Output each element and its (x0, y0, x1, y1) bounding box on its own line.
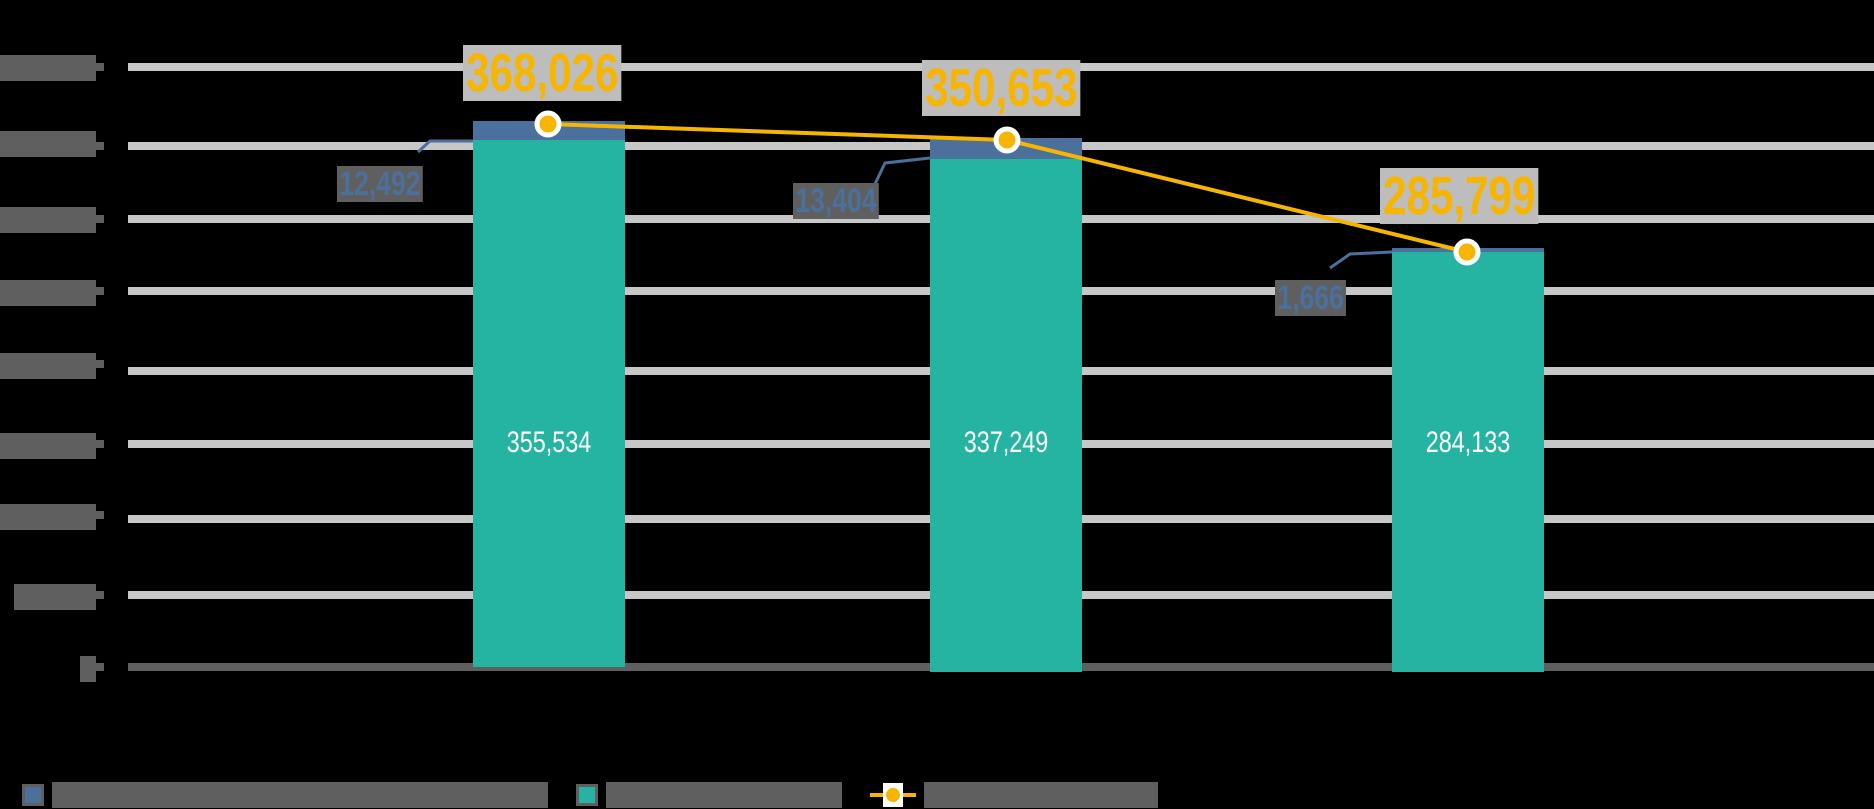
total-value-label: 368,026 (463, 45, 622, 101)
y-tick-label-150000 (0, 433, 96, 459)
legend-label-total-line (924, 782, 1158, 808)
y-tick-label-100000 (0, 504, 96, 530)
bar-segment-main (473, 140, 625, 667)
line-marker (993, 126, 1021, 154)
y-tick-mark (96, 215, 104, 223)
bar-value-label: 355,534 (506, 426, 592, 459)
y-tick-mark (96, 591, 104, 599)
top-segment-label: 13,404 (793, 183, 879, 219)
y-tick-mark (96, 287, 104, 295)
legend-swatch-top-segment (22, 784, 44, 806)
legend-swatch-main-segment (576, 784, 598, 806)
y-tick-mark (96, 142, 104, 150)
y-tick-mark (96, 360, 104, 368)
y-tick-mark (96, 511, 104, 519)
legend-label-main-segment (606, 782, 842, 808)
y-tick-label-250000 (0, 280, 96, 306)
top-segment-label: 12,492 (337, 166, 423, 202)
y-tick-label-50000 (14, 584, 96, 610)
leader-line (873, 156, 931, 185)
leader-line (1329, 250, 1393, 270)
y-tick-mark (96, 440, 104, 448)
y-tick-label-400000 (0, 55, 96, 81)
leader-line (416, 139, 473, 154)
bar-value-label: 337,249 (963, 426, 1049, 459)
y-tick-label-300000 (0, 207, 96, 233)
bar-group-2 (930, 138, 1082, 672)
legend-label-top-segment (52, 782, 548, 808)
bar-segment-main (930, 159, 1082, 672)
y-tick-mark (96, 63, 104, 71)
legend (22, 782, 1186, 808)
bar-segment-main (1392, 252, 1544, 672)
y-tick-mark (96, 663, 104, 671)
legend-line-marker-icon (870, 783, 916, 807)
top-segment-label: 1,666 (1275, 280, 1347, 316)
y-tick-label-0 (80, 656, 96, 682)
line-marker (534, 110, 562, 138)
total-value-label: 350,653 (922, 60, 1081, 116)
line-marker (1453, 238, 1481, 266)
y-tick-label-200000 (0, 353, 96, 379)
total-value-label: 285,799 (1380, 168, 1539, 224)
bar-value-label: 284,133 (1425, 426, 1511, 459)
y-tick-label-350000 (0, 131, 96, 157)
